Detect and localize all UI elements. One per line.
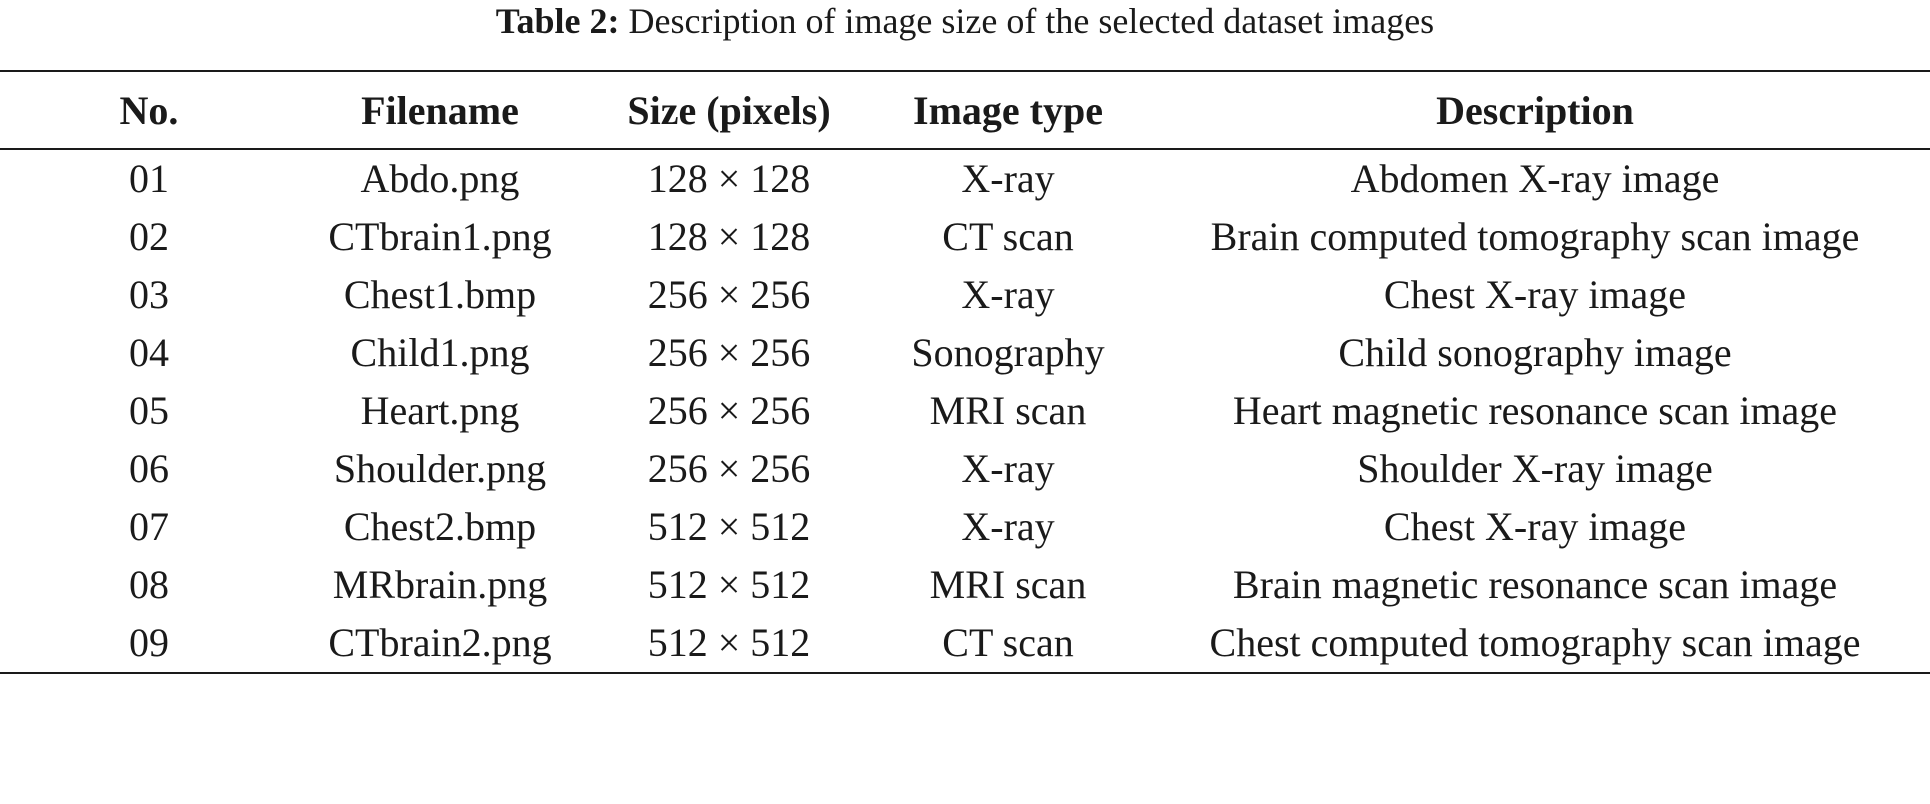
cell-size: 128 × 128 xyxy=(647,214,811,259)
cell-description: Shoulder X-ray image xyxy=(1357,446,1713,491)
cell-no: 03 xyxy=(129,272,169,317)
cell-description: Child sonography image xyxy=(1338,330,1732,375)
cell-description: Brain magnetic resonance scan image xyxy=(1232,562,1838,607)
table-row: 06 Shoulder.png 256 × 256 X-ray Shoulder X-r… xyxy=(0,440,1930,498)
cell-description: Chest computed tomography scan image xyxy=(1209,620,1861,665)
header-description: Description xyxy=(1436,87,1634,133)
cell-size: 512 × 512 xyxy=(647,562,811,607)
table-row: 02 CTbrain1.png 128 × 128 CT scan Brain comp… xyxy=(0,208,1930,266)
cell-no: 05 xyxy=(129,388,169,433)
cell-image-type: CT scan xyxy=(942,214,1074,259)
cell-no: 07 xyxy=(129,504,169,549)
cell-no: 02 xyxy=(129,214,169,259)
cell-description: Chest X-ray image xyxy=(1383,504,1687,549)
table-row: 03 Chest1.bmp 256 × 256 X-ray Chest X-ray im… xyxy=(0,266,1930,324)
cell-image-type: X-ray xyxy=(961,156,1055,201)
cell-image-type: X-ray xyxy=(961,504,1055,549)
table-row: 07 Chest2.bmp 512 × 512 X-ray Chest X-ray im… xyxy=(0,498,1930,556)
table-row: 04 Child1.png 256 × 256 Sonography Child son… xyxy=(0,324,1930,382)
cell-size: 256 × 256 xyxy=(647,446,811,491)
table-caption: Table 2: Description of image size of th… xyxy=(0,0,1930,52)
cell-image-type: Sonography xyxy=(911,330,1105,375)
cell-filename: Child1.png xyxy=(350,330,530,375)
cell-filename: Abdo.png xyxy=(360,156,520,201)
table-row: 08 MRbrain.png 512 × 512 MRI scan Brain magn… xyxy=(0,556,1930,614)
cell-size: 256 × 256 xyxy=(647,330,811,375)
caption-text: Description of image size of the selecte… xyxy=(619,1,1435,41)
cell-filename: CTbrain2.png xyxy=(328,620,552,665)
cell-size: 512 × 512 xyxy=(647,620,811,665)
table-row: 01 Abdo.png 128 × 128 X-ray Abdomen X-ray im… xyxy=(0,149,1930,208)
cell-image-type: X-ray xyxy=(961,446,1055,491)
header-row: No. Filename Size (pixels) Image type De… xyxy=(0,71,1930,149)
cell-size: 128 × 128 xyxy=(647,156,811,201)
header-size: Size (pixels) xyxy=(627,87,831,133)
cell-image-type: CT scan xyxy=(942,620,1074,665)
cell-description: Abdomen X-ray image xyxy=(1350,156,1720,201)
cell-filename: Heart.png xyxy=(360,388,520,433)
caption-label: Table 2: xyxy=(495,1,620,41)
cell-filename: Chest1.bmp xyxy=(343,272,537,317)
dataset-table: No. Filename Size (pixels) Image type De… xyxy=(0,70,1930,674)
cell-no: 09 xyxy=(129,620,169,665)
header-filename: Filename xyxy=(361,87,519,133)
table-row: 09 CTbrain2.png 512 × 512 CT scan Chest comp… xyxy=(0,614,1930,673)
table-row: 05 Heart.png 256 × 256 MRI scan Heart magnet… xyxy=(0,382,1930,440)
cell-no: 01 xyxy=(129,156,169,201)
cell-description: Heart magnetic resonance scan image xyxy=(1232,388,1838,433)
header-image-type: Image type xyxy=(913,87,1103,133)
header-no: No. xyxy=(119,87,179,133)
cell-filename: Chest2.bmp xyxy=(343,504,537,549)
cell-no: 08 xyxy=(129,562,169,607)
cell-image-type: MRI scan xyxy=(929,562,1087,607)
cell-size: 256 × 256 xyxy=(647,272,811,317)
cell-description: Brain computed tomography scan image xyxy=(1210,214,1860,259)
cell-no: 06 xyxy=(129,446,169,491)
table-header: No. Filename Size (pixels) Image type De… xyxy=(0,71,1930,149)
cell-image-type: MRI scan xyxy=(929,388,1087,433)
cell-size: 256 × 256 xyxy=(647,388,811,433)
table-body: 01 Abdo.png 128 × 128 X-ray Abdomen X-ray im… xyxy=(0,149,1930,673)
cell-size: 512 × 512 xyxy=(647,504,811,549)
cell-description: Chest X-ray image xyxy=(1383,272,1687,317)
cell-image-type: X-ray xyxy=(961,272,1055,317)
cell-filename: MRbrain.png xyxy=(332,562,548,607)
cell-no: 04 xyxy=(129,330,169,375)
cell-filename: CTbrain1.png xyxy=(328,214,552,259)
cell-filename: Shoulder.png xyxy=(333,446,547,491)
